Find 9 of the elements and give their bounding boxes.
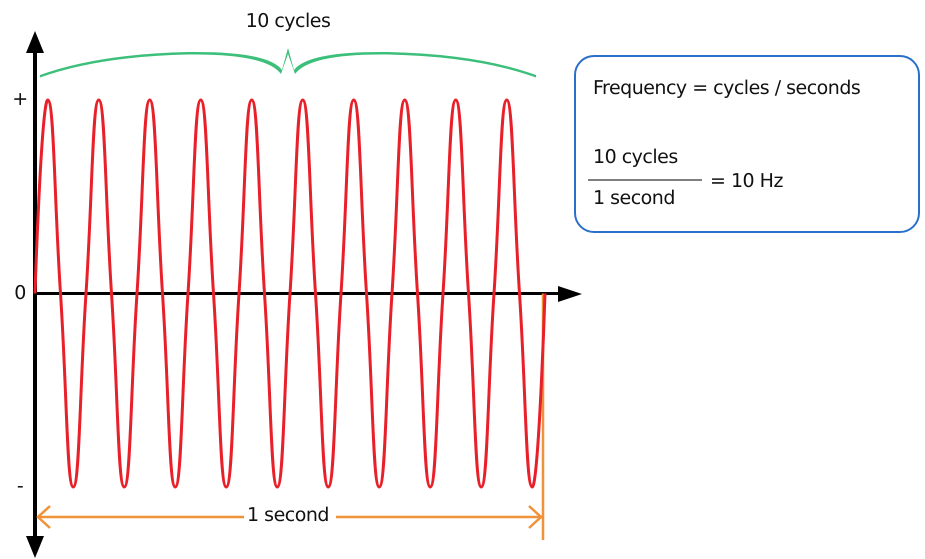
text: + bbox=[12, 88, 28, 110]
text: 10 cycles bbox=[593, 146, 678, 168]
text: = 10 Hz bbox=[710, 170, 783, 192]
text: - bbox=[16, 475, 24, 497]
text: 1 second bbox=[247, 504, 329, 526]
text: 1 second bbox=[593, 187, 675, 209]
text: 10 cycles bbox=[246, 10, 330, 32]
text: Frequency = cycles / seconds bbox=[593, 77, 860, 99]
text: 0 bbox=[14, 282, 26, 304]
